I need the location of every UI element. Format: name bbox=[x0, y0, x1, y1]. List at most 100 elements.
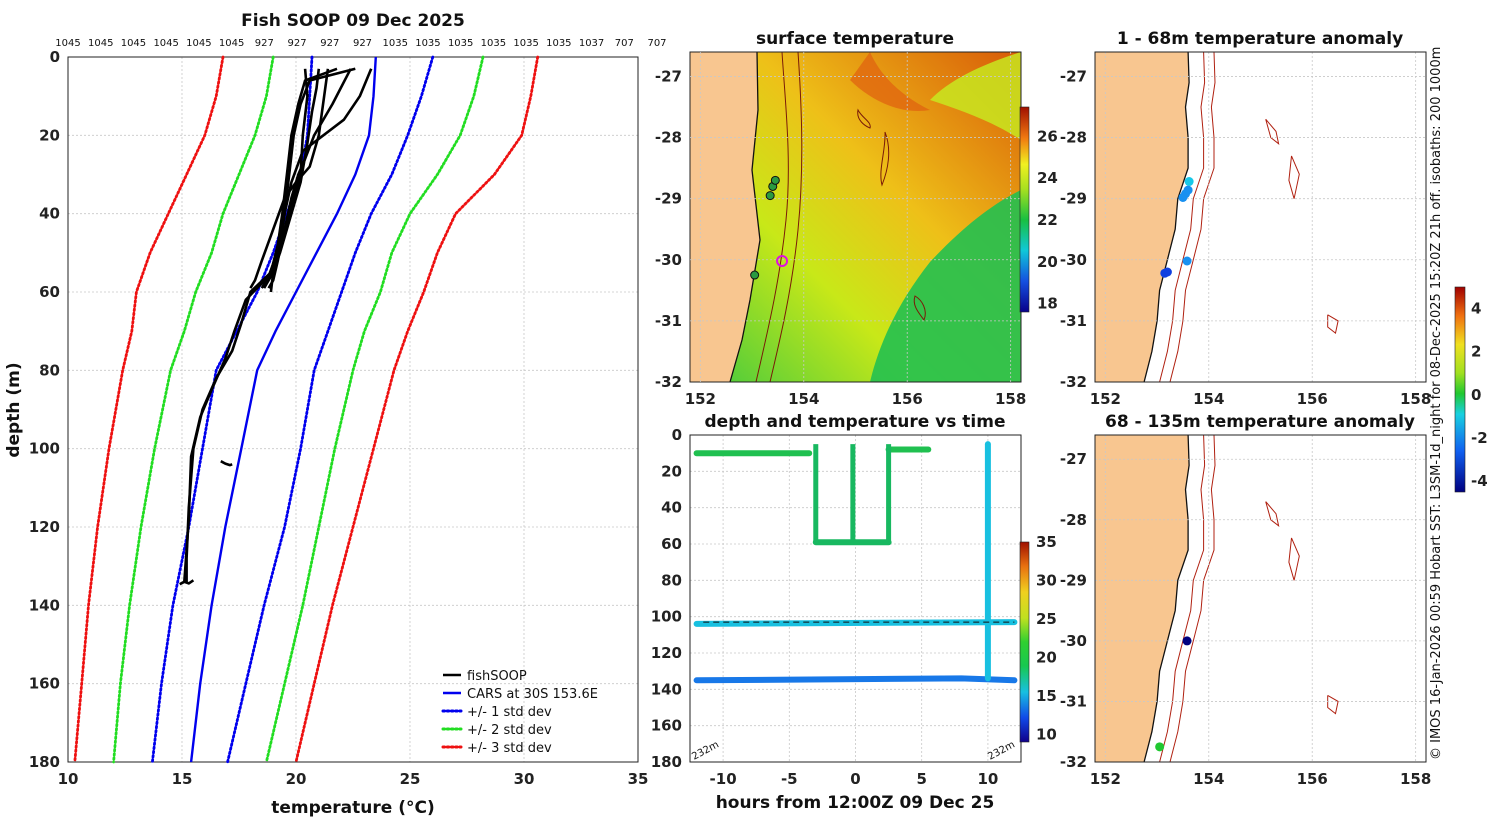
time-colorbar-ticks: 10 15 20 25 30 35 bbox=[1036, 533, 1057, 743]
anom-deep-seamount bbox=[1327, 694, 1339, 715]
profile-line-fishsoop-cast-5 bbox=[249, 68, 330, 289]
anom-shallow-x-tick-label: 158 bbox=[1400, 390, 1431, 408]
profile-x-ticks: 10 15 20 25 30 35 bbox=[58, 770, 649, 788]
anom-deep-map bbox=[1095, 434, 1339, 763]
anom-colorbar bbox=[1454, 286, 1466, 493]
time-x-axis-label: hours from 12:00Z 09 Dec 25 bbox=[716, 793, 995, 813]
profile-top-label: 927 bbox=[255, 38, 274, 49]
anom-colorbar-tick-label: -4 bbox=[1471, 472, 1488, 490]
anom-shallow-y-tick-label: -28 bbox=[1060, 129, 1087, 147]
anom-deep-x-tick-label: 154 bbox=[1193, 770, 1224, 788]
sst-catch-marker bbox=[750, 270, 760, 280]
sst-catch-marker bbox=[765, 191, 775, 201]
sst-shelf-water bbox=[930, 52, 1021, 140]
anom-deep-isobath-200 bbox=[1159, 434, 1206, 763]
profile-top-label: 927 bbox=[320, 38, 339, 49]
profile-top-label: 927 bbox=[353, 38, 372, 49]
profile-y-tick-label: 20 bbox=[39, 126, 60, 144]
profile-line-cars-mean bbox=[189, 56, 377, 763]
profile-title: Fish SOOP 09 Dec 2025 bbox=[241, 11, 465, 31]
profile-top-label: 1037 bbox=[579, 38, 604, 49]
profile-top-label: 707 bbox=[615, 38, 634, 49]
time-title: depth and temperature vs time bbox=[705, 412, 1006, 432]
profile-line-fishsoop-cast-7 bbox=[262, 68, 321, 289]
profile-top-label: 1045 bbox=[121, 38, 146, 49]
time-x-tick-label: 0 bbox=[850, 770, 860, 788]
profile-x-tick-label: 10 bbox=[58, 770, 79, 788]
profile-top-label: 1045 bbox=[219, 38, 244, 49]
profile-y-tick-label: 40 bbox=[39, 205, 60, 223]
time-y-tick-label: 100 bbox=[651, 608, 682, 626]
time-track-net-104m bbox=[693, 619, 1018, 627]
anom-shallow-point bbox=[1182, 256, 1192, 266]
anom-deep-y-tick-label: -29 bbox=[1060, 571, 1087, 589]
profile-y-ticks: 0 20 40 60 80 100 120 140 160 180 bbox=[29, 48, 60, 771]
anom-shallow-y-tick-label: -27 bbox=[1060, 67, 1087, 85]
sst-warm-core bbox=[850, 52, 930, 111]
anom-colorbar-tick-label: 4 bbox=[1471, 300, 1481, 318]
sst-x-tick-label: 152 bbox=[685, 390, 716, 408]
profile-line-fishsoop-cast-2 bbox=[183, 67, 356, 582]
anom-deep-panel: 68 - 135m temperature anomaly 152 154 156 1… bbox=[1060, 286, 1488, 788]
anom-deep-points bbox=[1155, 636, 1192, 752]
profile-top-label: 1035 bbox=[513, 38, 538, 49]
profile-top-labels: 1045 1045 1045 1045 1045 1045 927 927 927 927 1035… bbox=[55, 38, 666, 49]
anom-deep-x-tick-label: 152 bbox=[1090, 770, 1121, 788]
credit-note: © IMOS 16-Jan-2026 00:59 Hobart SST: L3S… bbox=[1429, 47, 1444, 760]
profile-y-tick-label: 120 bbox=[29, 518, 60, 536]
anom-deep-point bbox=[1182, 636, 1192, 646]
sst-x-tick-label: 154 bbox=[788, 390, 819, 408]
sst-x-tick-label: 158 bbox=[995, 390, 1026, 408]
time-y-tick-label: 40 bbox=[661, 499, 682, 517]
time-y-ticks: 0 20 40 60 80 100 120 140 160 180 bbox=[651, 426, 682, 771]
profile-y-tick-label: 160 bbox=[29, 675, 60, 693]
legend-label-std2: +/- 2 std dev bbox=[467, 723, 552, 738]
anom-shallow-y-ticks: -27 -28 -29 -30 -31 -32 bbox=[1060, 67, 1087, 391]
profile-line--3-std bbox=[73, 55, 225, 764]
time-y-tick-label: 80 bbox=[661, 571, 682, 589]
profile-top-label: 1035 bbox=[415, 38, 440, 49]
sst-colorbar-ticks: 18 20 22 24 26 bbox=[1037, 127, 1058, 312]
anom-shallow-x-tick-label: 156 bbox=[1297, 390, 1328, 408]
profile-line-fishsoop-near-bottom-104m bbox=[220, 460, 233, 467]
sst-colorbar-tick-label: 22 bbox=[1037, 211, 1058, 229]
sst-colorbar bbox=[1019, 106, 1030, 313]
profile-line-fishsoop-near-bottom-134m bbox=[179, 579, 195, 586]
profile-y-tick-label: 140 bbox=[29, 596, 60, 614]
anom-shallow-y-tick-label: -29 bbox=[1060, 190, 1087, 208]
legend-label-fishsoop: fishSOOP bbox=[467, 669, 527, 684]
anom-shallow-point bbox=[1184, 177, 1194, 187]
time-y-tick-label: 120 bbox=[651, 644, 682, 662]
profile-series bbox=[73, 55, 540, 764]
legend-label-std3: +/- 3 std dev bbox=[467, 741, 552, 756]
profile-axes-box bbox=[67, 56, 639, 763]
profile-x-tick-label: 25 bbox=[400, 770, 421, 788]
anom-deep-y-tick-label: -32 bbox=[1060, 753, 1087, 771]
anom-shallow-title: 1 - 68m temperature anomaly bbox=[1117, 29, 1403, 49]
anom-shallow-x-ticks: 152 154 156 158 bbox=[1090, 390, 1432, 408]
profile-y-tick-label: 0 bbox=[50, 48, 60, 66]
anom-shallow-x-tick-label: 152 bbox=[1090, 390, 1121, 408]
anom-deep-x-tick-label: 158 bbox=[1400, 770, 1431, 788]
profile-y-tick-label: 180 bbox=[29, 753, 60, 771]
anom-deep-seamount bbox=[1288, 537, 1300, 581]
anom-shallow-y-tick-label: -31 bbox=[1060, 312, 1087, 330]
profile-x-tick-label: 35 bbox=[628, 770, 649, 788]
sst-y-tick-label: -27 bbox=[655, 67, 682, 85]
time-colorbar-tick-label: 35 bbox=[1036, 533, 1057, 551]
anom-deep-y-tick-label: -27 bbox=[1060, 450, 1087, 468]
sst-fishsoop-marker bbox=[776, 255, 789, 267]
anom-deep-y-tick-label: -28 bbox=[1060, 511, 1087, 529]
profile-top-label: 1045 bbox=[153, 38, 178, 49]
sst-y-tick-label: -29 bbox=[655, 190, 682, 208]
anom-deep-y-tick-label: -31 bbox=[1060, 692, 1087, 710]
profile-top-label: 1035 bbox=[448, 38, 473, 49]
profile-top-label: 1035 bbox=[382, 38, 407, 49]
anom-shallow-points bbox=[1160, 177, 1194, 278]
sst-y-tick-label: -28 bbox=[655, 129, 682, 147]
legend-label-cars: CARS at 30S 153.6E bbox=[467, 687, 598, 702]
profile-x-axis-label: temperature (°C) bbox=[271, 798, 435, 818]
sst-seamount-3 bbox=[913, 295, 926, 322]
sst-x-tick-label: 156 bbox=[892, 390, 923, 408]
